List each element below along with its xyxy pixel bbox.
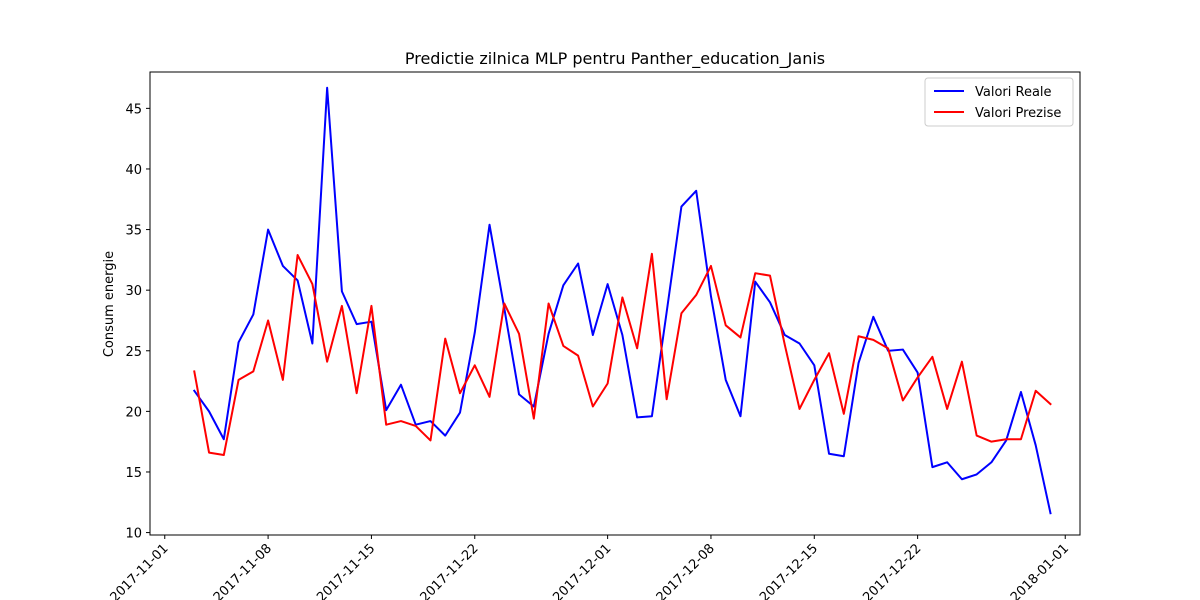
plot-area <box>150 72 1080 535</box>
legend: Valori Reale Valori Prezise <box>924 77 1074 127</box>
y-axis-label: Consum energie <box>102 251 117 357</box>
y-tick-label: 30 <box>125 284 142 299</box>
series-line-valori-reale <box>192 86 1052 515</box>
y-tick-label: 10 <box>125 527 142 542</box>
y-tick-label: 15 <box>125 466 142 481</box>
legend-label: Valori Reale <box>975 85 1052 100</box>
y-tick-label: 35 <box>125 224 142 239</box>
y-tick-label: 25 <box>125 345 142 360</box>
y-tick-label: 45 <box>125 102 142 117</box>
series-layer <box>192 86 1052 515</box>
series-line-valori-prezise <box>193 252 1052 457</box>
legend-label: Valori Prezise <box>975 106 1061 121</box>
y-tick-label: 40 <box>125 163 142 178</box>
plot-frame <box>149 71 1081 536</box>
y-tick-label: 20 <box>125 405 142 420</box>
chart-title: Predictie zilnica MLP pentru Panther_edu… <box>405 49 825 69</box>
